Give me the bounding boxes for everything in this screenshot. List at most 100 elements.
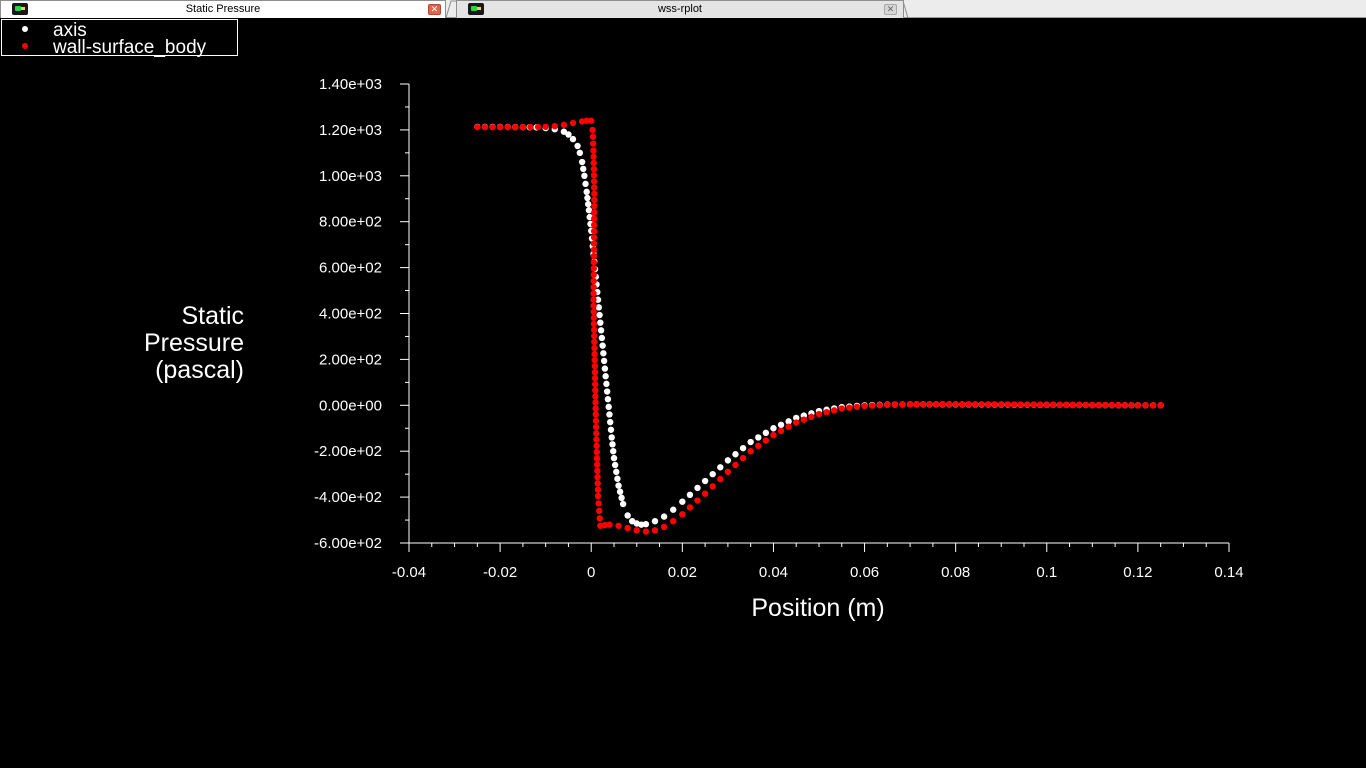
data-point xyxy=(590,308,597,316)
data-point xyxy=(590,184,598,191)
data-point xyxy=(590,252,598,260)
data-point xyxy=(591,209,598,216)
data-point xyxy=(594,480,601,487)
data-point xyxy=(755,434,762,441)
data-point xyxy=(861,402,868,410)
data-point xyxy=(584,194,591,202)
data-point xyxy=(542,123,549,131)
data-point xyxy=(591,215,598,222)
data-point xyxy=(591,369,599,376)
data-point xyxy=(608,434,615,441)
data-point xyxy=(823,408,830,416)
data-point xyxy=(603,388,611,395)
data-point xyxy=(591,344,598,352)
data-point xyxy=(876,402,883,409)
data-point xyxy=(591,356,598,364)
data-point xyxy=(611,461,619,469)
y-tick-label: 8.00e+02 xyxy=(319,214,382,231)
data-point xyxy=(591,381,599,388)
data-point xyxy=(591,332,598,340)
data-point xyxy=(777,421,785,429)
data-point xyxy=(939,401,946,408)
data-point xyxy=(534,123,542,131)
data-point xyxy=(642,520,650,528)
data-point xyxy=(926,401,933,408)
data-point xyxy=(1134,402,1142,409)
data-point xyxy=(739,454,747,462)
y-tick-label: 1.40e+03 xyxy=(319,76,382,93)
data-point xyxy=(588,117,595,124)
data-point xyxy=(592,417,600,424)
data-point xyxy=(899,401,906,408)
tab-separator xyxy=(446,0,456,18)
fluent-app-icon xyxy=(12,3,28,15)
data-point xyxy=(605,403,612,411)
x-axis-title: Position (m) xyxy=(751,594,884,622)
y-axis-title: Static Pressure (pascal) xyxy=(144,302,244,384)
y-tick-label: 6.00e+02 xyxy=(319,260,382,277)
tab-static-pressure[interactable]: Static Pressure ✕ xyxy=(0,0,446,18)
data-point xyxy=(891,401,899,408)
data-point xyxy=(593,430,600,437)
data-point xyxy=(593,442,600,450)
x-tick-label: 0.1 xyxy=(1036,564,1057,581)
x-tick-label: -0.04 xyxy=(392,564,426,581)
y-tick-label: 2.00e+02 xyxy=(319,351,382,368)
data-point xyxy=(770,425,777,432)
data-point xyxy=(590,296,597,303)
data-point xyxy=(651,527,659,534)
data-point xyxy=(793,414,800,422)
tab-separator xyxy=(903,0,909,18)
data-point xyxy=(481,123,489,131)
close-icon[interactable]: ✕ xyxy=(428,4,441,15)
fluent-app-icon xyxy=(468,3,484,15)
data-point xyxy=(670,506,677,513)
ticks: 1.40e+03 1.20e+03 1.00e+03 8.00e+02 6.00e+02… xyxy=(314,76,1244,581)
data-point xyxy=(1063,401,1070,409)
data-point xyxy=(747,438,754,446)
data-point xyxy=(762,429,770,437)
data-point xyxy=(770,431,777,439)
data-point xyxy=(701,490,709,497)
data-point xyxy=(598,334,606,342)
data-point xyxy=(590,159,597,167)
data-point xyxy=(624,512,631,519)
data-point xyxy=(594,486,602,493)
data-point xyxy=(1128,402,1135,409)
tab-wss-rplot[interactable]: wss-rplot ✕ xyxy=(456,0,904,18)
data-point xyxy=(489,123,496,131)
data-point xyxy=(1076,401,1083,409)
x-tick-label: 0.12 xyxy=(1123,564,1152,581)
data-point xyxy=(602,373,609,380)
data-point xyxy=(610,448,617,455)
close-icon[interactable]: ✕ xyxy=(884,4,897,15)
data-point xyxy=(565,131,572,138)
x-tick-label: 0.08 xyxy=(941,564,970,581)
x-tick-label: 0.06 xyxy=(850,564,879,581)
data-point xyxy=(732,461,739,469)
data-point xyxy=(496,123,504,131)
data-point xyxy=(739,444,747,452)
data-point xyxy=(724,457,732,464)
data-point xyxy=(1037,401,1044,408)
data-point xyxy=(1149,402,1157,409)
y-tick-label: 1.00e+03 xyxy=(319,168,382,185)
data-point xyxy=(1142,402,1149,409)
data-point xyxy=(618,494,625,502)
data-point xyxy=(591,202,598,210)
data-point xyxy=(591,362,599,370)
x-tick-label: -0.02 xyxy=(483,564,517,581)
data-point xyxy=(614,475,621,482)
data-point xyxy=(971,401,979,408)
data-point xyxy=(578,158,586,166)
data-point xyxy=(755,442,762,450)
data-point xyxy=(603,380,610,388)
data-point xyxy=(576,149,584,157)
data-point xyxy=(1095,401,1103,409)
data-point xyxy=(1004,401,1011,408)
data-point xyxy=(597,319,604,326)
data-point xyxy=(686,491,694,499)
data-point xyxy=(884,401,891,409)
data-point xyxy=(592,399,599,406)
data-point xyxy=(594,473,601,481)
